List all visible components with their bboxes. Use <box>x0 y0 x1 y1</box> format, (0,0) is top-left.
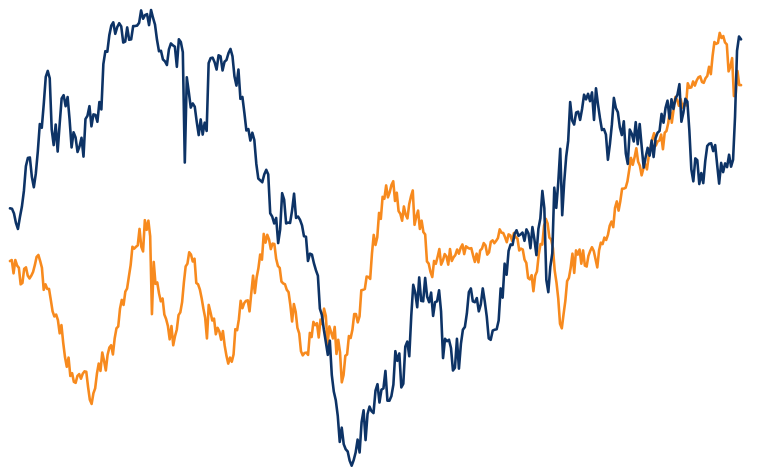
series-line-1 <box>8 8 743 468</box>
series-line-2 <box>8 31 743 406</box>
